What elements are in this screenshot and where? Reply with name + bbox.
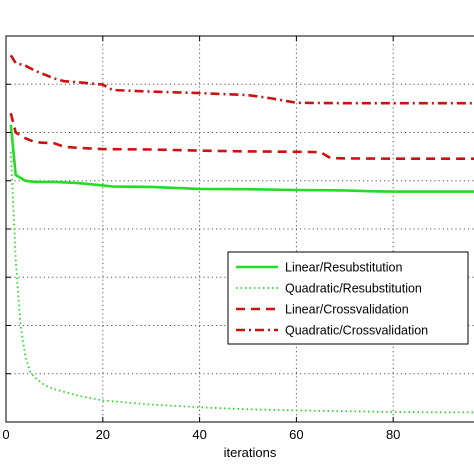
legend-label: Linear/Resubstitution bbox=[285, 261, 402, 275]
legend-label: Quadratic/Resubstitution bbox=[285, 282, 422, 296]
x-axis-label: iterations bbox=[224, 445, 277, 460]
x-tick-label: 20 bbox=[96, 427, 110, 442]
legend: Linear/Resubstitution Quadratic/Resubstit… bbox=[227, 251, 469, 345]
legend-label: Quadratic/Crossvalidation bbox=[285, 324, 428, 338]
series-line-linear-crossvalidation bbox=[9, 112, 474, 160]
x-tick-label: 0 bbox=[2, 427, 9, 442]
x-tick-label: 80 bbox=[386, 427, 400, 442]
x-tick-label: 60 bbox=[289, 427, 303, 442]
legend-label: Linear/Crossvalidation bbox=[285, 303, 409, 317]
series-line-quadratic-resubstitution bbox=[9, 151, 474, 414]
x-tick-label: 40 bbox=[192, 427, 206, 442]
series-line-linear-resubstitution bbox=[9, 124, 474, 193]
axis-ticks: 0 20 40 60 80 bbox=[2, 36, 400, 442]
series-lines bbox=[9, 54, 474, 414]
